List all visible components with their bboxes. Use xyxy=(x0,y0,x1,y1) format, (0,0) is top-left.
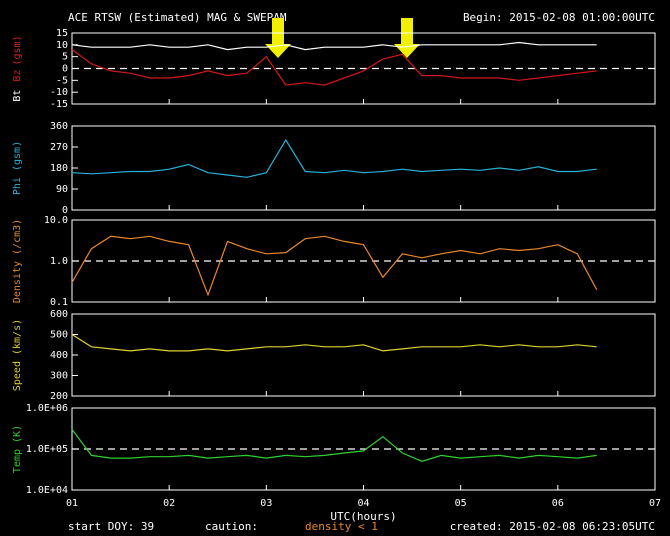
y-tick-label: 15 xyxy=(56,28,68,39)
y-tick-label: 300 xyxy=(50,371,68,382)
x-tick-label: 06 xyxy=(552,498,564,509)
legend-entry: Bt xyxy=(12,90,23,102)
created: created: 2015-02-08 06:23:05UTC xyxy=(450,520,655,533)
y-tick-label: -15 xyxy=(50,99,68,110)
y-tick-label: 1.0E+06 xyxy=(26,403,68,414)
data-line xyxy=(71,235,598,297)
y-tick-label: 1.0E+05 xyxy=(26,444,68,455)
y-axis-label: Temp (K) xyxy=(12,425,23,473)
y-tick-label: 1.0E+04 xyxy=(26,485,68,496)
y-tick-label: 1.0 xyxy=(50,256,68,267)
caution-note: density < 1 xyxy=(305,520,378,533)
legend-entry: Bz xyxy=(12,70,23,82)
panel-frame xyxy=(71,125,656,211)
y-tick-label: 10 xyxy=(56,40,68,51)
y-tick-label: 270 xyxy=(50,142,68,153)
y-axis-label: Bt Bz (gsm) xyxy=(12,35,23,101)
arrow xyxy=(265,18,291,58)
data-line xyxy=(71,41,597,51)
data-line xyxy=(71,429,597,462)
x-axis-label: UTC(hours) xyxy=(330,510,396,523)
x-tick-label: 02 xyxy=(163,498,175,509)
y-tick-label: 500 xyxy=(50,330,68,341)
data-line xyxy=(71,138,597,178)
y-tick-label: -5 xyxy=(56,75,68,86)
chart-title: ACE RTSW (Estimated) MAG & SWEPAM xyxy=(68,11,287,24)
x-tick-label: 05 xyxy=(455,498,467,509)
x-tick-label: 04 xyxy=(357,498,369,509)
begin-time: Begin: 2015-02-08 01:00:00UTC xyxy=(463,11,655,24)
y-tick-label: 0 xyxy=(62,64,68,75)
start-doy: start DOY: 39 xyxy=(68,520,154,533)
arrow xyxy=(394,18,420,58)
y-tick-label: 360 xyxy=(50,121,68,132)
y-tick-label: 0 xyxy=(62,205,68,216)
caution: caution: xyxy=(205,520,258,533)
y-tick-label: 200 xyxy=(50,391,68,402)
y-tick-label: 180 xyxy=(50,163,68,174)
y-axis-label: (gsm) xyxy=(12,35,23,65)
y-tick-label: 600 xyxy=(50,309,68,320)
x-tick-label: 07 xyxy=(649,498,661,509)
y-axis-label: Phi (gsm) xyxy=(12,141,23,195)
y-tick-label: -10 xyxy=(50,87,68,98)
y-tick-label: 400 xyxy=(50,350,68,361)
panel-frame xyxy=(71,313,656,397)
x-tick-label: 03 xyxy=(260,498,272,509)
y-axis-label: Density (/cm3) xyxy=(12,219,23,303)
y-tick-label: 90 xyxy=(56,184,68,195)
y-tick-label: 10.0 xyxy=(44,215,68,226)
x-tick-label: 01 xyxy=(66,498,78,509)
y-tick-label: 0.1 xyxy=(50,297,68,308)
y-axis-label: Speed (km/s) xyxy=(12,319,23,391)
y-tick-label: 5 xyxy=(62,52,68,63)
data-line xyxy=(71,333,597,352)
data-line xyxy=(71,49,597,86)
